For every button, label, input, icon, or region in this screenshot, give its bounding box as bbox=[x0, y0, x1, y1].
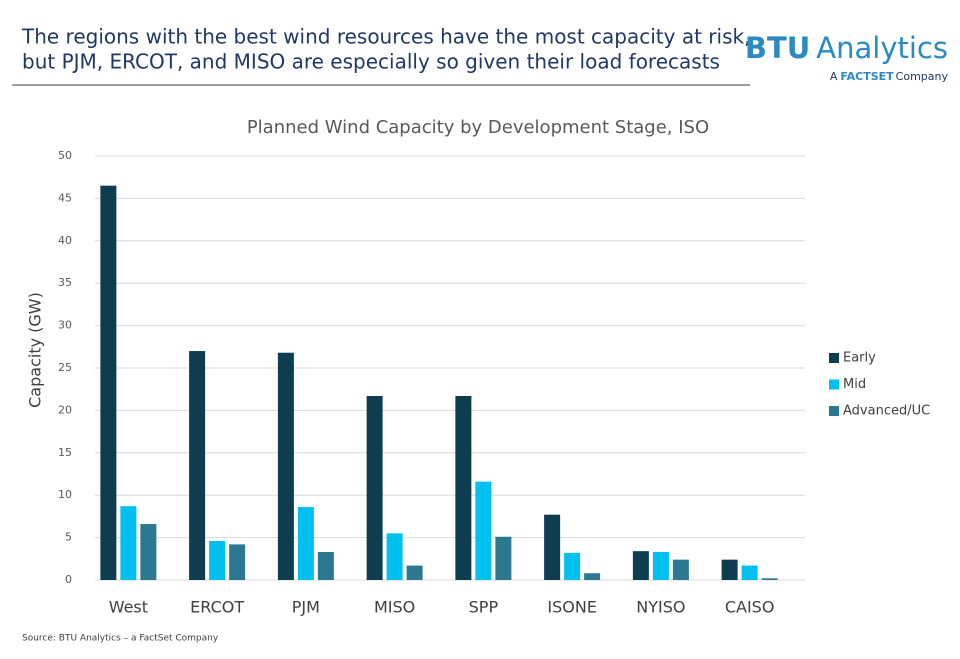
logo-tagline: A FACTSET Company bbox=[830, 70, 949, 83]
logo-tagline-prefix: A bbox=[830, 70, 838, 83]
logo-brand: BTU bbox=[745, 31, 810, 65]
bar bbox=[209, 540, 226, 580]
legend-swatch bbox=[829, 379, 839, 390]
bar bbox=[632, 551, 649, 580]
bar bbox=[721, 559, 738, 580]
x-tick-label: PJM bbox=[292, 598, 320, 617]
y-tick-label: 0 bbox=[65, 573, 72, 586]
y-tick-label: 45 bbox=[58, 191, 72, 204]
bar bbox=[386, 533, 403, 580]
bar bbox=[584, 573, 601, 580]
bar bbox=[189, 351, 206, 580]
bar bbox=[100, 185, 117, 580]
logo-name: Analytics bbox=[816, 31, 948, 65]
legend-label: Early bbox=[843, 351, 876, 366]
bar bbox=[140, 524, 157, 580]
bar bbox=[544, 514, 561, 580]
bar bbox=[741, 565, 758, 580]
y-tick-label: 30 bbox=[58, 319, 72, 332]
chart-title: Planned Wind Capacity by Development Sta… bbox=[247, 117, 709, 138]
bar bbox=[564, 552, 581, 580]
bar bbox=[652, 552, 669, 580]
legend-label: Advanced/UC bbox=[843, 404, 930, 419]
x-tick-label: MISO bbox=[374, 598, 415, 617]
legend-label: Mid bbox=[843, 377, 866, 392]
x-tick-label: West bbox=[109, 598, 148, 617]
x-tick-label: CAISO bbox=[725, 598, 775, 617]
y-tick-label: 20 bbox=[58, 403, 72, 416]
x-tick-label: ERCOT bbox=[190, 598, 244, 617]
bar bbox=[277, 352, 294, 580]
bar bbox=[455, 395, 472, 580]
bar bbox=[672, 559, 689, 580]
y-tick-label: 35 bbox=[58, 276, 72, 289]
bar bbox=[120, 506, 137, 580]
bar bbox=[495, 536, 512, 580]
x-tick-label: NYISO bbox=[636, 598, 685, 617]
bar bbox=[475, 481, 492, 580]
logo-tagline-suffix: Company bbox=[896, 70, 949, 83]
x-tick-label: SPP bbox=[469, 598, 499, 617]
bar bbox=[317, 552, 334, 580]
x-tick-label: ISONE bbox=[547, 598, 597, 617]
headline: The regions with the best wind resources… bbox=[21, 25, 750, 49]
y-tick-label: 10 bbox=[58, 488, 72, 501]
bar bbox=[229, 544, 246, 580]
bar bbox=[761, 578, 778, 580]
y-tick-label: 40 bbox=[58, 234, 72, 247]
bar bbox=[406, 565, 423, 580]
y-tick-label: 15 bbox=[58, 446, 72, 459]
source: Source: BTU Analytics – a FactSet Compan… bbox=[22, 634, 219, 644]
y-tick-label: 50 bbox=[58, 149, 72, 162]
bar bbox=[366, 395, 383, 580]
logo: BTU Analytics bbox=[745, 31, 948, 65]
headline: but PJM, ERCOT, and MISO are especially … bbox=[22, 50, 720, 74]
legend-swatch bbox=[829, 406, 839, 416]
y-tick-label: 5 bbox=[65, 531, 72, 544]
legend-swatch bbox=[829, 353, 839, 363]
y-axis-label: Capacity (GW) bbox=[26, 292, 45, 408]
bar bbox=[297, 507, 314, 580]
y-tick-label: 25 bbox=[58, 361, 72, 374]
logo-tagline-mark: FACTSET bbox=[840, 70, 894, 83]
